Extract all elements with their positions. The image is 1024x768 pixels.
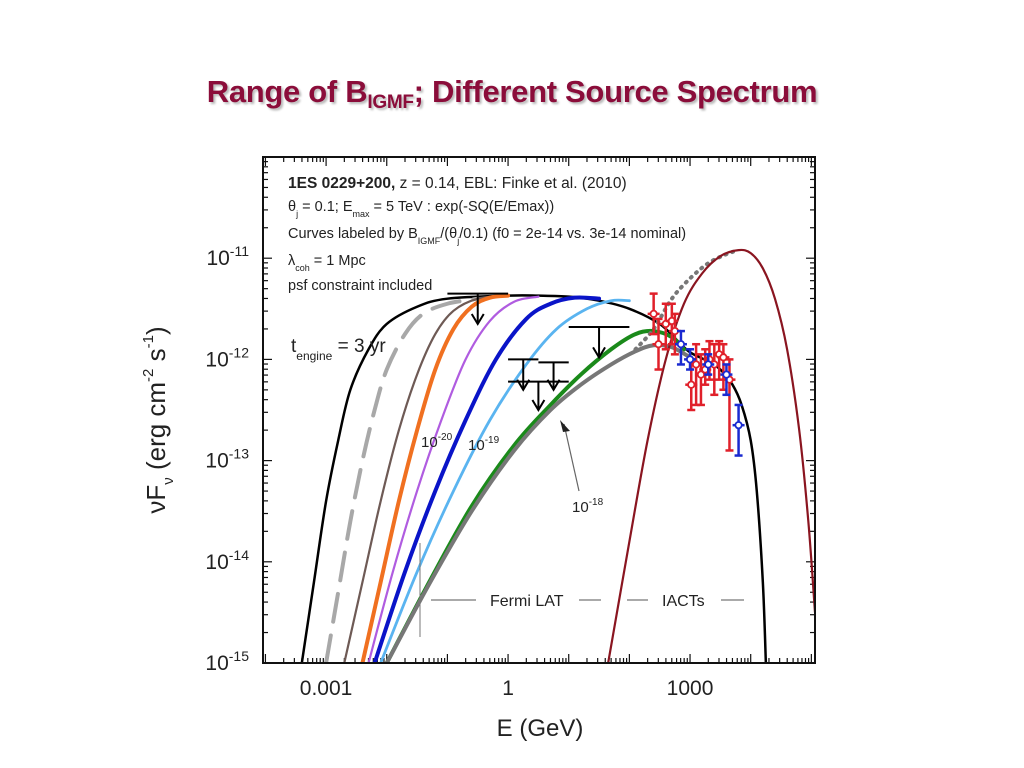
slide-title: Range of BIGMF; Different Source Spectru… <box>0 74 1024 114</box>
series-line-6 <box>379 298 631 663</box>
y-tick-label: 10-11 <box>206 243 249 270</box>
series-line-0 <box>300 294 768 663</box>
upper-limit <box>568 326 630 360</box>
y-tick-label: 10-13 <box>205 446 249 473</box>
legend-annotation: 1ES 0229+200, z = 0.14, EBL: Finke et al… <box>288 175 686 294</box>
data-point-blue-marker <box>704 360 713 369</box>
series-line-3 <box>360 293 511 663</box>
data-point-red-marker <box>661 319 670 329</box>
iacts-label: IACTs <box>662 593 705 610</box>
upper-limit-arrow-icon <box>592 346 606 360</box>
upper-limit <box>508 358 539 392</box>
curve-label-1e-20: 10-20 <box>421 432 453 451</box>
data-point-blue <box>732 403 745 457</box>
fermi-lat-range: Fermi LAT <box>419 543 601 637</box>
series-line-4 <box>367 295 540 663</box>
data-point-blue-marker <box>722 370 731 379</box>
data-point-blue <box>674 329 687 366</box>
series-line-5 <box>372 295 602 663</box>
x-tick-label: 1 <box>502 677 514 700</box>
source-line: 1ES 0229+200, z = 0.14, EBL: Finke et al… <box>288 175 627 192</box>
data-point-red-marker <box>692 360 701 369</box>
fermi-lat-label: Fermi LAT <box>490 593 564 610</box>
y-tick-label: 10-14 <box>205 547 249 574</box>
title-subscript: IGMF <box>367 92 414 113</box>
data-point-red <box>652 317 665 371</box>
data-point-blue <box>684 348 697 371</box>
upper-limit <box>447 292 509 326</box>
data-point-red <box>647 292 660 336</box>
curves-line: Curves labeled by BIGMF/(θj/0.1) (f0 = 2… <box>288 226 686 246</box>
x-tick-label: 0.001 <box>300 677 353 700</box>
upper-limit-arrow-icon <box>531 399 546 412</box>
psf-line: psf constraint included <box>288 278 432 294</box>
upper-limit <box>538 361 569 392</box>
data-point-blue <box>702 353 715 376</box>
y-tick-label: 10-12 <box>205 344 249 371</box>
data-point-red <box>668 312 681 356</box>
plot-frame <box>262 156 816 664</box>
upper-limit-arrow-icon <box>516 379 531 392</box>
coherence-line: λcoh = 1 Mpc <box>288 253 366 273</box>
data-point-red-marker <box>719 353 728 362</box>
series-line-1 <box>324 296 480 663</box>
x-axis-label: E (GeV) <box>497 715 584 742</box>
data-point-red-marker <box>649 309 658 318</box>
engine-time-label: tengine = 3 yr <box>291 336 386 363</box>
title-main: Range of B <box>206 74 368 109</box>
upper-limit-arrow-icon <box>546 379 561 392</box>
series-line-2 <box>343 294 510 663</box>
pointer-arrow-1e-18 <box>560 420 580 492</box>
curve-label-1e-18: 10-18 <box>572 497 604 516</box>
upper-limit-arrow-icon <box>470 313 485 326</box>
data-point-blue-marker <box>734 421 743 430</box>
data-point-red-marker <box>654 340 663 349</box>
curve-label-1e-19: 10-19 <box>468 435 500 454</box>
y-axis-label: νFν (erg cm-2 s-1) <box>140 326 177 513</box>
title-rest: ; Different Source Spectrum <box>413 74 818 109</box>
upper-limit <box>508 380 569 412</box>
data-point-blue-marker <box>685 355 695 364</box>
series-line-10 <box>607 248 815 663</box>
data-point-blue-marker <box>676 340 686 349</box>
y-tick-label: 10-15 <box>205 648 249 675</box>
iacts-range: IACTs <box>627 593 744 610</box>
params-line: θj = 0.1; Emax = 5 TeV : exp(-SQ(E/Emax)… <box>288 199 554 219</box>
data-point-blue <box>720 363 733 397</box>
x-tick-label: 1000 <box>667 677 714 700</box>
data-point-red-marker <box>687 380 696 389</box>
